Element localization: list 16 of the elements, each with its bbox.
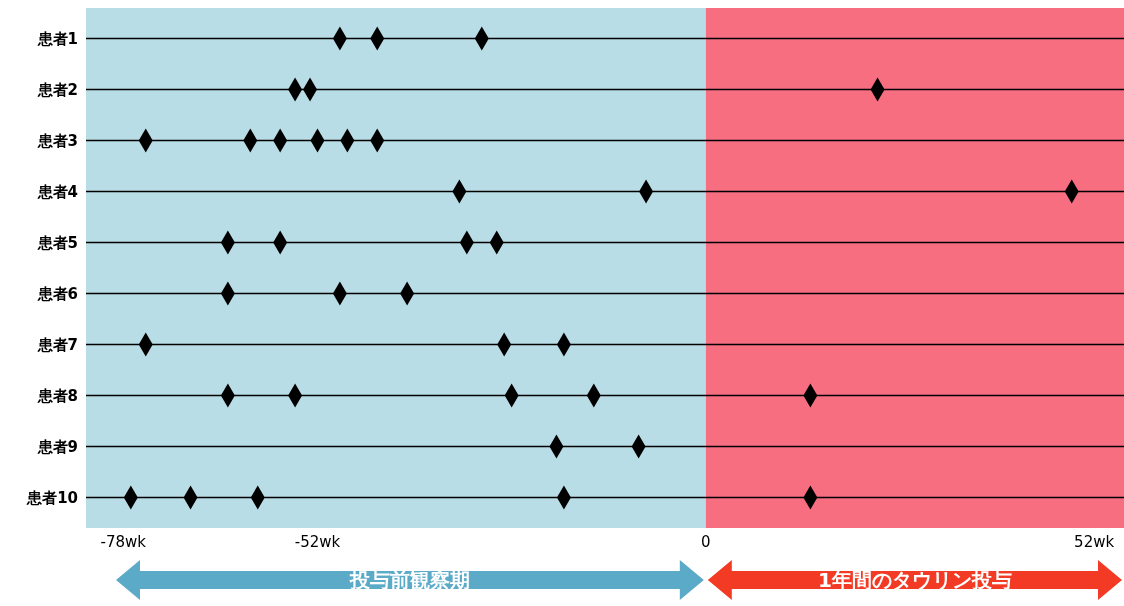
x-tick-label: 52wk [1074, 532, 1115, 551]
band-label: 1年間のタウリン投与 [817, 568, 1012, 592]
band-label: 投与前観察期 [348, 568, 470, 592]
y-tick-label: 患者1 [36, 29, 78, 48]
y-tick-label: 患者7 [36, 335, 78, 354]
y-tick-label: 患者6 [36, 284, 78, 303]
y-tick-label: 患者8 [36, 386, 78, 405]
x-tick-label: -52wk [294, 532, 341, 551]
x-tick-label: -78wk [100, 532, 147, 551]
x-tick-label: 0 [701, 532, 711, 551]
y-tick-label: 患者10 [26, 488, 78, 507]
y-tick-label: 患者4 [36, 182, 78, 201]
y-tick-label: 患者5 [36, 233, 78, 252]
y-tick-label: 患者3 [36, 131, 78, 150]
y-tick-label: 患者2 [36, 80, 78, 99]
y-tick-label: 患者9 [36, 437, 78, 456]
